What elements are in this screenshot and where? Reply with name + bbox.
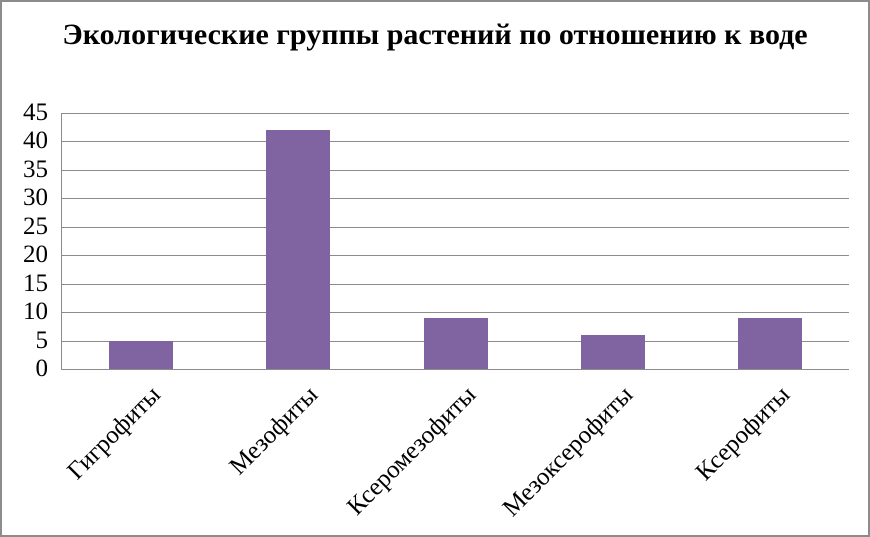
chart-title: Экологические группы растений по отношен… <box>62 18 808 51</box>
gridline <box>62 169 849 171</box>
gridline <box>62 198 849 200</box>
x-axis-label: Мезофиты <box>224 381 324 481</box>
gridline <box>62 113 849 114</box>
bar <box>423 317 488 369</box>
y-axis-label: 20 <box>23 241 48 269</box>
bar <box>738 317 803 369</box>
gridline <box>62 226 849 228</box>
x-axis-label: Мезоксерофиты <box>497 381 639 522</box>
gridline <box>62 141 849 143</box>
plot-area <box>61 113 849 370</box>
y-axis-label: 40 <box>23 127 48 155</box>
y-axis-label: 25 <box>23 212 48 240</box>
x-axis-label: Ксеромезофиты <box>341 381 481 521</box>
y-axis-label: 45 <box>23 99 48 126</box>
y-axis-label: 0 <box>35 355 49 382</box>
gridline <box>62 255 849 257</box>
x-axis-label: Ксерофиты <box>691 381 796 486</box>
x-axis-label: Гигрофиты <box>62 381 167 485</box>
y-axis-label: 10 <box>23 298 48 326</box>
y-axis-label: 35 <box>23 155 48 183</box>
y-axis-label: 30 <box>23 184 48 212</box>
y-axis-label: 5 <box>35 326 49 354</box>
bar <box>266 130 331 369</box>
y-axis-label: 15 <box>23 269 48 297</box>
bar <box>108 340 173 369</box>
bar <box>580 334 645 369</box>
gridline <box>62 312 849 314</box>
gridline <box>62 283 849 285</box>
